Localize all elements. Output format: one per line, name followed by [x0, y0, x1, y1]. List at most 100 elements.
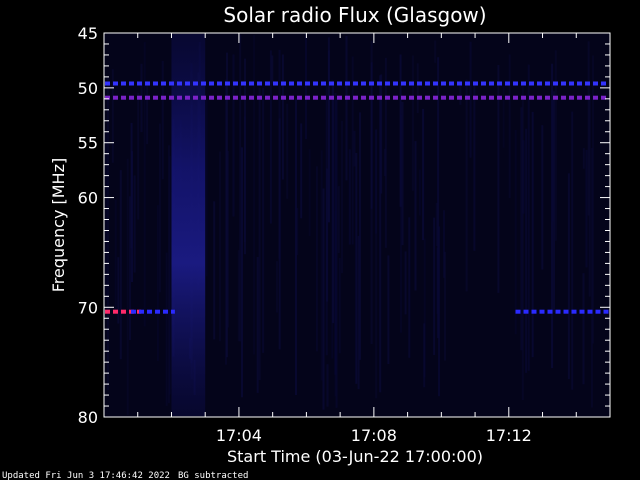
- interference-dash: [297, 81, 302, 86]
- interference-dash: [587, 309, 593, 314]
- interference-dash: [409, 81, 414, 86]
- interference-dash: [265, 81, 270, 86]
- interference-dash: [515, 309, 521, 314]
- noise-streak: [423, 323, 426, 388]
- noise-streak: [327, 37, 330, 223]
- interference-dash: [579, 309, 585, 314]
- noise-streak: [239, 34, 242, 342]
- interference-dash: [225, 95, 230, 100]
- y-tick-label: 55: [78, 134, 98, 153]
- interference-dash: [201, 95, 206, 100]
- noise-streak: [521, 84, 524, 400]
- burst-band: [171, 34, 206, 416]
- interference-dash: [305, 95, 310, 100]
- interference-dash: [529, 81, 534, 86]
- noise-streak: [258, 87, 261, 380]
- interference-dash: [529, 95, 534, 100]
- interference-dash: [425, 95, 430, 100]
- interference-dash: [385, 81, 390, 86]
- interference-dash: [169, 95, 174, 100]
- burst-column: [171, 34, 206, 416]
- noise-streak: [278, 118, 281, 350]
- noise-streak: [588, 93, 591, 297]
- interference-dash: [465, 95, 470, 100]
- noise-streak: [541, 125, 544, 270]
- noise-streak: [567, 173, 570, 380]
- footer-updated: Updated Fri Jun 3 17:46:42 2022: [2, 471, 170, 480]
- interference-dash: [193, 95, 198, 100]
- interference-dash: [201, 81, 206, 86]
- interference-dash: [257, 95, 262, 100]
- noise-streak: [357, 235, 360, 390]
- interference-dash: [177, 95, 182, 100]
- interference-dash: [547, 309, 553, 314]
- interference-dash: [457, 81, 462, 86]
- interference-dash: [417, 81, 422, 86]
- noise-streak: [106, 76, 109, 391]
- interference-dash: [537, 81, 542, 86]
- noise-streak: [271, 55, 274, 84]
- interference-dash: [561, 81, 566, 86]
- noise-streak: [335, 97, 338, 408]
- interference-dash: [177, 81, 182, 86]
- noise-streak: [408, 217, 411, 358]
- interference-dash: [473, 95, 478, 100]
- interference-dash: [513, 81, 518, 86]
- noise-streak: [332, 81, 335, 324]
- noise-streak: [582, 273, 585, 385]
- interference-dash: [249, 95, 254, 100]
- interference-lines: [105, 81, 609, 314]
- interference-dash: [129, 95, 134, 100]
- interference-dash: [113, 309, 118, 314]
- noise-streak: [167, 145, 170, 404]
- interference-dash: [377, 95, 382, 100]
- noise-streak: [423, 238, 426, 378]
- noise-streak: [508, 54, 511, 199]
- noise-streak: [444, 251, 446, 361]
- y-tick-label: 70: [78, 298, 98, 317]
- interference-dash: [601, 95, 606, 100]
- interference-dash: [545, 81, 550, 86]
- x-tick-label: 17:08: [351, 426, 397, 445]
- noise-streak: [105, 133, 108, 300]
- interference-dash: [531, 309, 537, 314]
- interference-dash: [241, 95, 246, 100]
- noise-streak: [553, 91, 555, 313]
- noise-streak: [129, 196, 131, 340]
- interference-dash: [465, 81, 470, 86]
- noise-streak: [143, 42, 146, 327]
- y-axis: 45 50 55 60 70 80: [78, 24, 610, 427]
- noise-streak: [226, 52, 228, 358]
- interference-dash: [523, 309, 529, 314]
- interference-dash: [137, 95, 142, 100]
- interference-dash: [265, 95, 270, 100]
- noise-streak: [384, 57, 387, 248]
- noise-streak: [514, 130, 517, 335]
- noise-streak: [205, 98, 208, 277]
- noise-streak: [237, 250, 240, 342]
- noise-streak: [585, 149, 588, 268]
- interference-dash: [521, 95, 526, 100]
- noise-streak: [387, 255, 390, 364]
- noise-streak: [502, 86, 505, 148]
- interference-dash: [113, 95, 118, 100]
- chart-title: Solar radio Flux (Glasgow): [223, 3, 486, 27]
- noise-streak: [165, 252, 168, 406]
- noise-streak: [370, 62, 373, 209]
- footer-note: BG subtracted: [178, 471, 248, 480]
- interference-dash: [249, 81, 254, 86]
- noise-streak: [219, 151, 221, 342]
- interference-dash: [553, 95, 558, 100]
- noise-streak: [399, 54, 402, 207]
- noise-streak: [331, 79, 334, 359]
- interference-dash: [441, 81, 446, 86]
- interference-dash: [377, 81, 382, 86]
- noise-streak: [320, 150, 323, 381]
- interference-dash: [553, 81, 558, 86]
- noise-streak: [375, 129, 378, 399]
- plot-frame: [103, 32, 611, 418]
- noise-streak: [375, 130, 377, 234]
- noise-streak: [551, 63, 554, 369]
- interference-dash: [401, 81, 406, 86]
